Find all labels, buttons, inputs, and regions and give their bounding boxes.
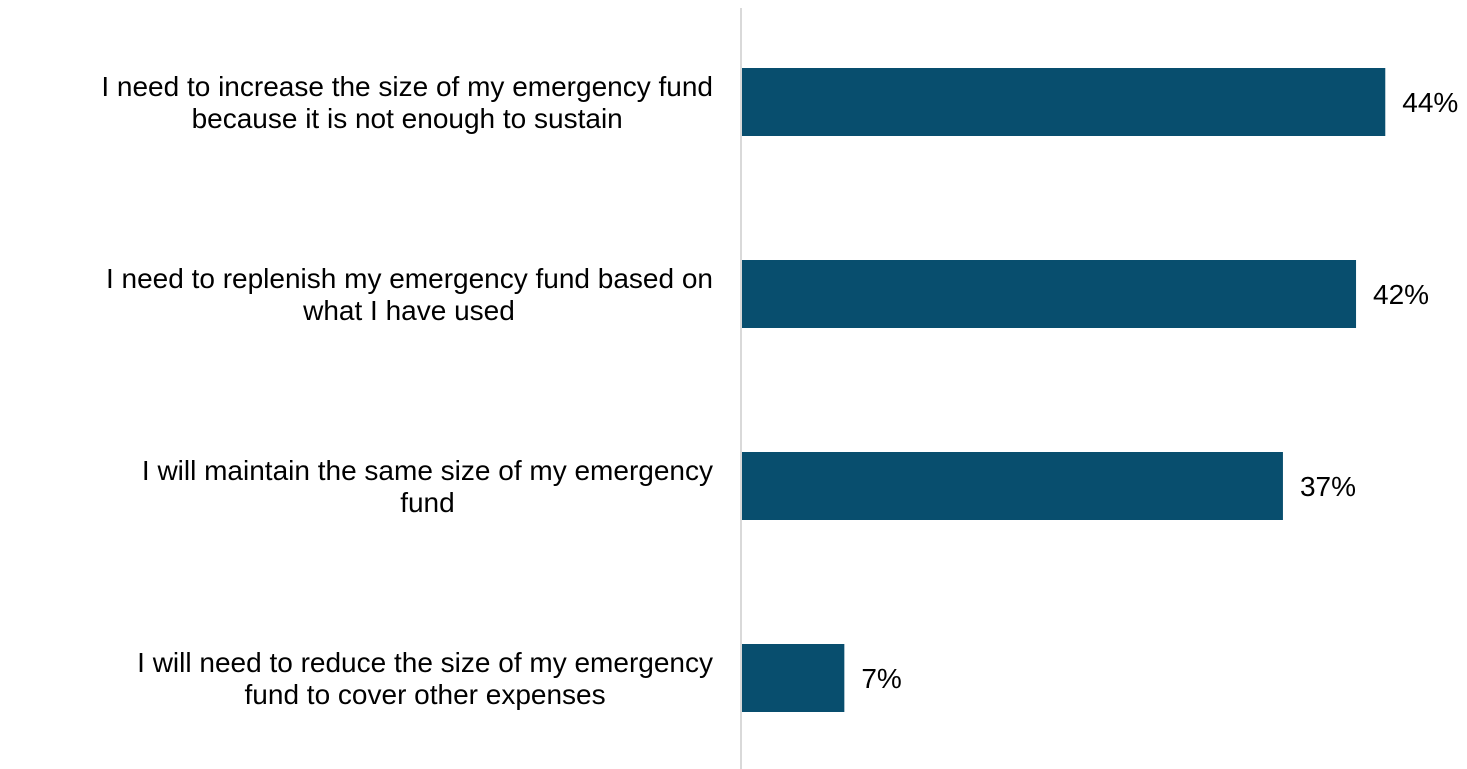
data-label-2: 42% (1373, 279, 1429, 310)
bar-2 (742, 260, 1357, 328)
data-label-4: 7% (861, 663, 901, 694)
category-label-4-line-1: I will need to reduce the size of my eme… (137, 647, 713, 678)
category-label-3-line-2: fund (400, 487, 455, 518)
data-label-3: 37% (1300, 471, 1356, 502)
bar-3 (742, 452, 1283, 520)
category-label-2-line-1: I need to replenish my emergency fund ba… (106, 263, 713, 294)
category-label-1-line-1: I need to increase the size of my emerge… (101, 71, 713, 102)
bar-1 (742, 68, 1386, 136)
category-label-2-line-2: what I have used (302, 295, 515, 326)
bar-4 (742, 644, 845, 712)
category-label-4-line-2: fund to cover other expenses (245, 679, 606, 710)
category-label-3-line-1: I will maintain the same size of my emer… (142, 455, 713, 486)
category-label-1-line-2: because it is not enough to sustain (192, 103, 623, 134)
data-label-1: 44% (1402, 87, 1458, 118)
